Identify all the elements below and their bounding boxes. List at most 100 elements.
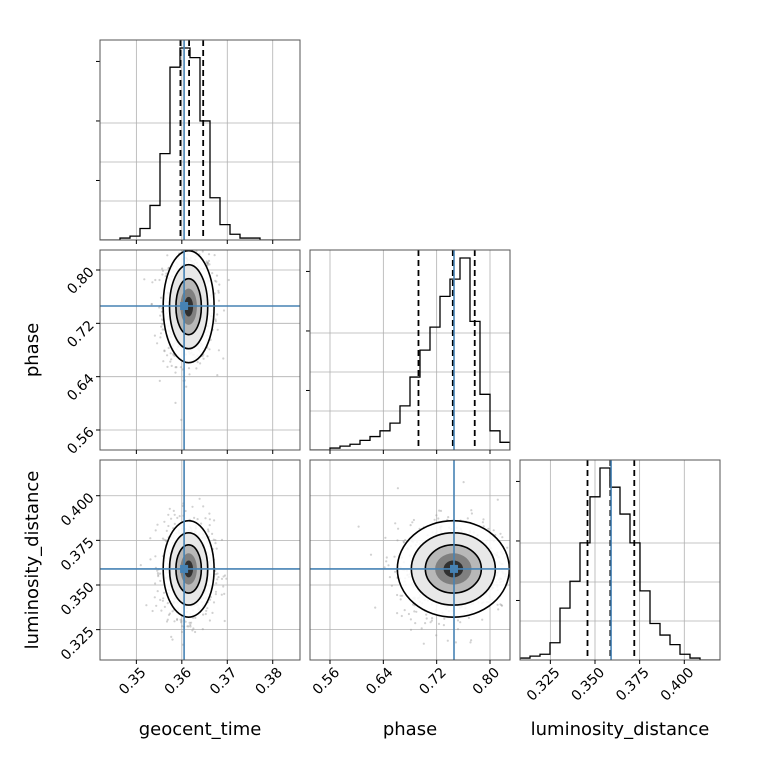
scatter-point	[437, 622, 441, 626]
scatter-point	[466, 517, 469, 520]
scatter-point	[510, 578, 512, 580]
scatter-point	[215, 274, 219, 277]
scatter-point	[167, 524, 170, 528]
scatter-point	[149, 558, 152, 561]
x-tick-label: 0.38	[253, 665, 286, 698]
scatter-point	[159, 296, 163, 299]
scatter-point	[401, 594, 404, 597]
scatter-point	[198, 245, 200, 247]
x-tick-label: 0.35	[116, 665, 149, 698]
scatter-point	[174, 366, 177, 369]
scatter-point	[400, 614, 403, 618]
scatter-point	[512, 564, 514, 566]
scatter-point	[162, 360, 165, 363]
scatter-point	[501, 536, 504, 539]
truth-marker	[180, 564, 189, 573]
scatter-point	[160, 609, 163, 612]
x-axis-label-geocent_time: geocent_time	[139, 719, 262, 740]
scatter-point	[200, 522, 203, 525]
scatter-point	[154, 555, 157, 558]
scatter-point	[404, 538, 407, 542]
panel-frame	[519, 459, 721, 661]
scatter-point	[214, 320, 217, 323]
scatter-point	[412, 518, 415, 522]
density-panel-geocent_time-vs-luminosity_distance	[96, 459, 301, 664]
scatter-point	[181, 504, 184, 507]
scatter-point	[206, 263, 209, 267]
scatter-point	[214, 279, 217, 282]
scatter-point	[200, 243, 202, 245]
scatter-point	[409, 524, 412, 527]
scatter-point	[202, 613, 205, 616]
scatter-point	[220, 593, 223, 596]
scatter-point	[399, 598, 402, 601]
histogram-step	[100, 47, 300, 240]
scatter-point	[217, 349, 220, 352]
scatter-point	[187, 625, 190, 628]
scatter-point	[217, 291, 220, 294]
scatter-point	[198, 497, 201, 500]
scatter-point	[520, 591, 522, 593]
scatter-point	[171, 638, 174, 641]
scatter-point	[170, 364, 173, 367]
scatter-point	[170, 517, 173, 520]
scatter-point	[167, 513, 170, 516]
scatter-point	[166, 618, 169, 621]
scatter-point	[167, 346, 170, 350]
scatter-point	[496, 498, 499, 501]
scatter-point	[215, 280, 218, 283]
scatter-point	[161, 269, 165, 272]
scatter-point	[394, 570, 397, 573]
scatter-point	[159, 598, 162, 602]
scatter-point	[188, 621, 191, 624]
scatter-point	[459, 621, 462, 624]
scatter-point	[420, 627, 423, 630]
scatter-point	[174, 401, 177, 404]
density-panel-content	[100, 460, 300, 660]
scatter-point	[163, 520, 166, 523]
scatter-point	[454, 641, 457, 644]
scatter-point	[212, 601, 216, 604]
density-panel-content	[100, 243, 300, 450]
scatter-point	[206, 355, 209, 358]
scatter-point	[383, 566, 386, 569]
scatter-point	[163, 349, 166, 352]
scatter-point	[374, 606, 377, 609]
scatter-point	[169, 352, 172, 355]
scatter-point	[161, 537, 165, 540]
scatter-point	[189, 625, 192, 628]
scatter-point	[160, 310, 163, 313]
scatter-point	[220, 577, 224, 581]
scatter-point	[201, 250, 204, 253]
scatter-point	[223, 619, 226, 623]
scatter-point	[205, 609, 208, 612]
x-tick-label: 0.375	[613, 665, 653, 705]
scatter-point	[174, 371, 177, 374]
scatter-point	[396, 612, 399, 615]
scatter-point	[402, 540, 405, 543]
scatter-point	[402, 541, 406, 544]
scatter-point	[431, 617, 434, 620]
scatter-point	[204, 517, 207, 520]
scatter-point	[500, 604, 503, 607]
scatter-point	[169, 360, 172, 363]
scatter-point	[213, 254, 216, 257]
scatter-point	[160, 325, 163, 328]
scatter-point	[369, 553, 373, 556]
histogram-panel-geocent_time	[96, 39, 301, 244]
scatter-point	[156, 572, 159, 575]
scatter-point	[199, 362, 202, 365]
scatter-point	[437, 517, 440, 520]
scatter-point	[411, 603, 415, 606]
scatter-point	[385, 560, 388, 563]
y-axis-label-phase: phase	[22, 323, 43, 377]
scatter-point	[151, 609, 154, 613]
scatter-point	[531, 571, 533, 573]
scatter-point	[218, 283, 221, 286]
scatter-point	[447, 516, 450, 519]
scatter-point	[157, 573, 160, 576]
x-tick-label: 0.36	[162, 665, 195, 698]
scatter-point	[211, 272, 214, 275]
histogram-step	[310, 257, 510, 450]
